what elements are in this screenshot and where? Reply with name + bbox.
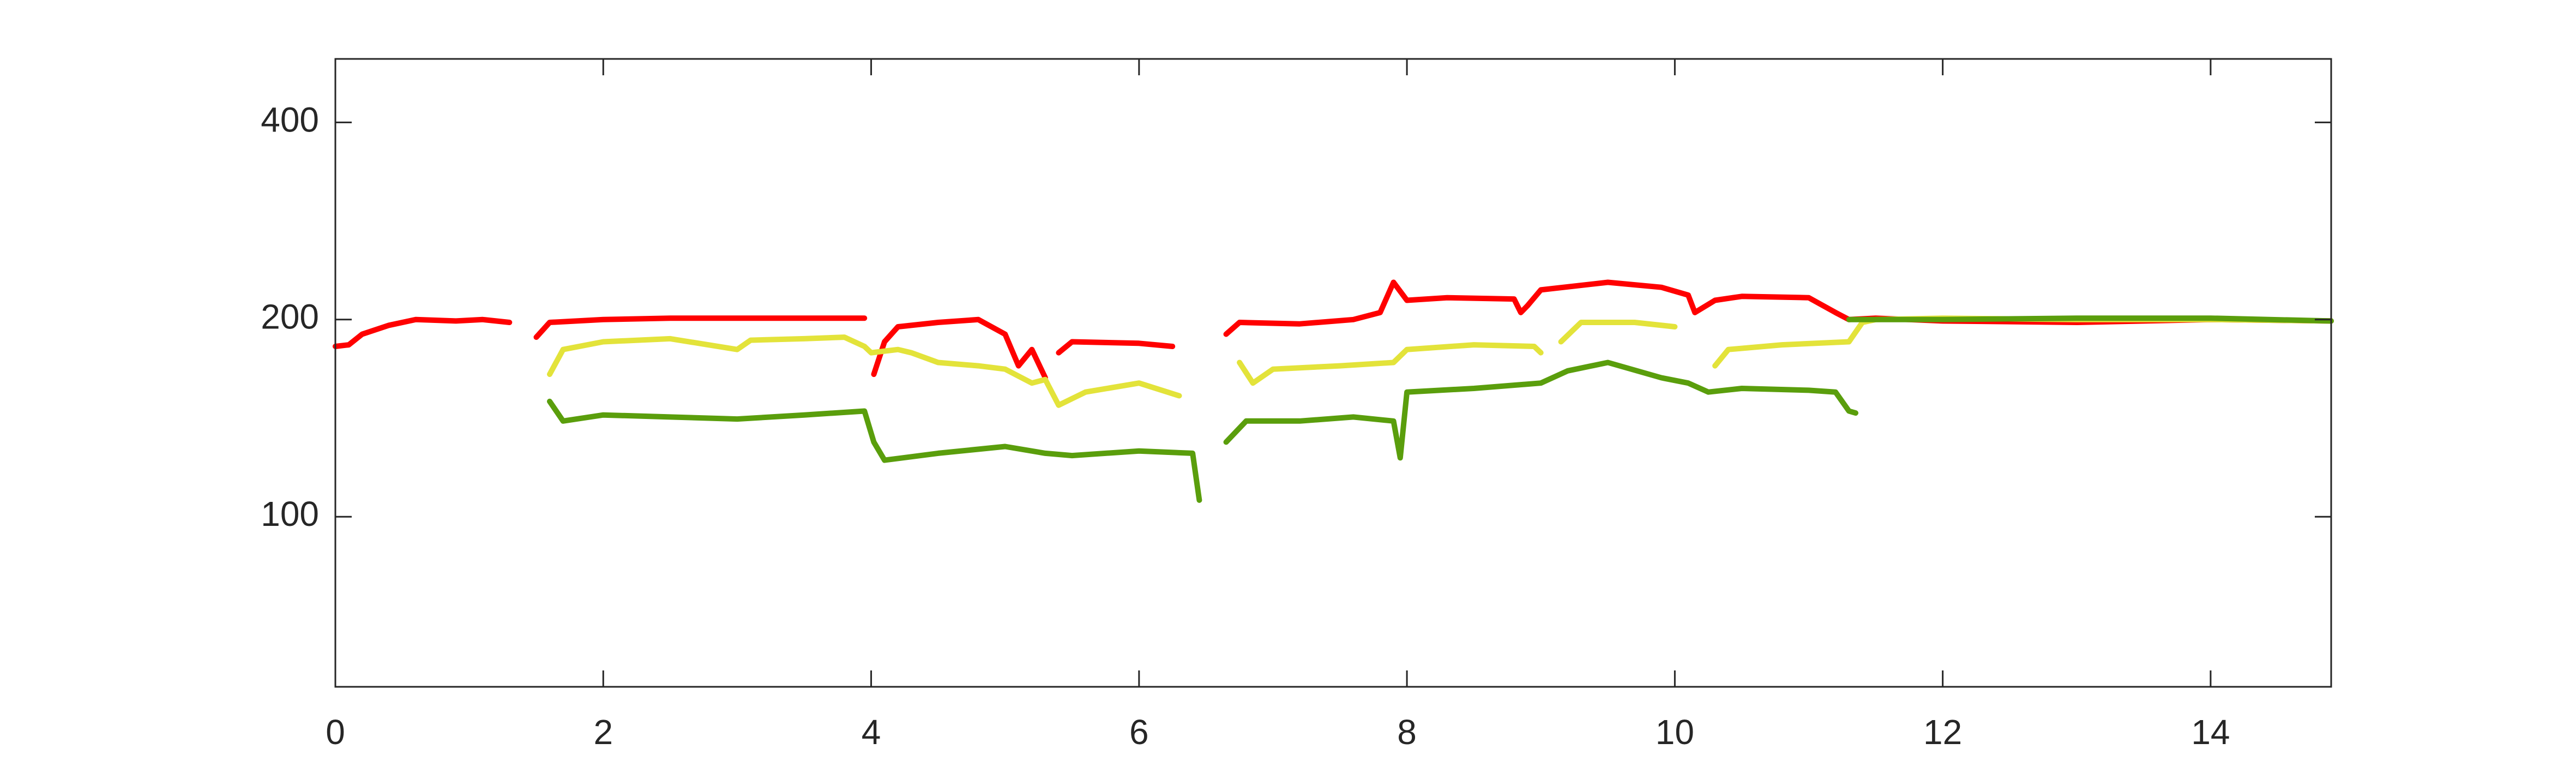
y-tick-label: 200 xyxy=(261,297,319,337)
series-line xyxy=(1846,315,2334,324)
x-tick-label: 2 xyxy=(593,712,613,752)
series-line xyxy=(1223,359,1858,461)
x-tick-label: 6 xyxy=(1129,712,1149,752)
series-line xyxy=(1223,279,2334,337)
series-line xyxy=(871,316,1048,381)
y-tick-label: 100 xyxy=(261,494,319,534)
series-line xyxy=(333,316,513,349)
x-tick-label: 4 xyxy=(862,712,881,752)
x-tick-label: 12 xyxy=(1923,712,1962,752)
series-line xyxy=(533,315,868,340)
series-line xyxy=(1558,320,1678,345)
x-tick-label: 8 xyxy=(1397,712,1417,752)
y-tick-label: 400 xyxy=(261,100,319,139)
x-tick-label: 10 xyxy=(1656,712,1694,752)
series-line xyxy=(547,334,1182,408)
x-tick-label: 14 xyxy=(2191,712,2230,752)
series-line xyxy=(1237,342,1544,386)
series-line xyxy=(547,398,1202,503)
series-line xyxy=(1712,315,2334,369)
x-tick-label: 0 xyxy=(326,712,345,752)
plot-box xyxy=(334,58,2332,688)
series-line xyxy=(1056,339,1176,356)
